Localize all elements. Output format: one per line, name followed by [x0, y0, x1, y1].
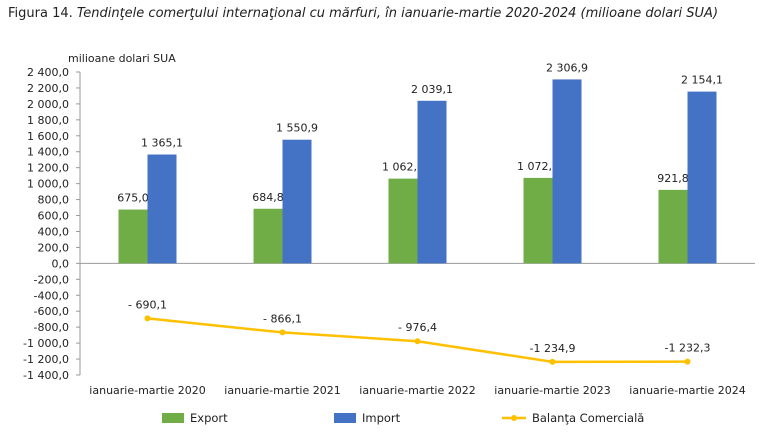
y-tick-label: -1 000,0: [23, 337, 69, 350]
y-tick-label: 1 400,0: [27, 146, 69, 159]
y-tick-label: 2 200,0: [27, 82, 69, 95]
import-data-label: 1 550,9: [276, 122, 318, 135]
balance-point: [279, 329, 286, 336]
export-data-label: 921,8: [657, 172, 689, 185]
x-category-label: ianuarie-martie 2022: [359, 384, 475, 397]
balance-data-label: -1 232,3: [665, 342, 711, 355]
balance-point: [549, 358, 556, 365]
legend-marker-balance: [511, 415, 517, 421]
y-tick-label: 2 000,0: [27, 98, 69, 111]
y-tick-label: 2 400,0: [27, 66, 69, 79]
export-bar: [118, 209, 148, 264]
legend-swatch-import: [334, 413, 356, 423]
y-axis-unit-label: milioane dolari SUA: [68, 52, 176, 65]
y-tick-label: 600,0: [38, 210, 70, 223]
y-tick-label: -200,0: [34, 273, 69, 286]
export-data-label: 1 072,0: [517, 160, 559, 173]
y-tick-label: 800,0: [38, 194, 70, 207]
export-data-label: 675,0: [117, 192, 149, 205]
figure-caption: Tendinţele comerţului internaţional cu m…: [76, 6, 719, 21]
import-bar: [417, 100, 447, 264]
balance-data-label: - 976,4: [398, 321, 437, 334]
balance-data-label: - 690,1: [128, 298, 167, 311]
legend-label-import: Import: [362, 411, 401, 425]
balance-point: [414, 338, 421, 345]
import-bar: [552, 79, 582, 264]
import-data-label: 2 306,9: [546, 61, 588, 74]
figure-label: Figura 14.: [8, 6, 73, 21]
import-data-label: 2 154,1: [681, 74, 723, 87]
legend-swatch-export: [162, 413, 184, 423]
export-bar: [658, 189, 688, 264]
x-category-label: ianuarie-martie 2024: [629, 384, 745, 397]
y-tick-label: 200,0: [38, 241, 70, 254]
y-tick-label: 1 600,0: [27, 130, 69, 143]
import-data-label: 1 365,1: [141, 137, 183, 150]
balance-point: [144, 315, 151, 322]
export-bar: [253, 208, 283, 264]
y-tick-label: 1 000,0: [27, 178, 69, 191]
balance-data-label: - 866,1: [263, 312, 302, 325]
x-category-label: ianuarie-martie 2020: [89, 384, 205, 397]
y-tick-label: -400,0: [34, 289, 69, 302]
export-bar: [388, 178, 418, 264]
y-tick-label: -1 200,0: [23, 353, 69, 366]
x-category-label: ianuarie-martie 2023: [494, 384, 610, 397]
y-tick-label: 1 200,0: [27, 162, 69, 175]
balance-point: [684, 358, 691, 365]
y-tick-label: 1 800,0: [27, 114, 69, 127]
import-bar: [687, 91, 717, 264]
import-data-label: 2 039,1: [411, 83, 453, 96]
export-bar: [523, 177, 553, 264]
export-data-label: 684,8: [252, 191, 284, 204]
import-bar: [147, 154, 177, 264]
y-tick-label: -1 400,0: [23, 369, 69, 382]
figure-title: Figura 14. Tendinţele comerţului interna…: [8, 6, 718, 21]
balance-data-label: -1 234,9: [530, 342, 576, 355]
legend-label-export: Export: [190, 411, 228, 425]
legend-label-balance: Balanţa Comercială: [532, 411, 644, 425]
import-bar: [282, 139, 312, 264]
y-tick-label: -800,0: [34, 321, 69, 334]
x-category-label: ianuarie-martie 2021: [224, 384, 340, 397]
export-data-label: 1 062,7: [382, 161, 424, 174]
y-tick-label: 0,0: [52, 257, 70, 270]
y-tick-label: 400,0: [38, 225, 70, 238]
y-tick-label: -600,0: [34, 305, 69, 318]
